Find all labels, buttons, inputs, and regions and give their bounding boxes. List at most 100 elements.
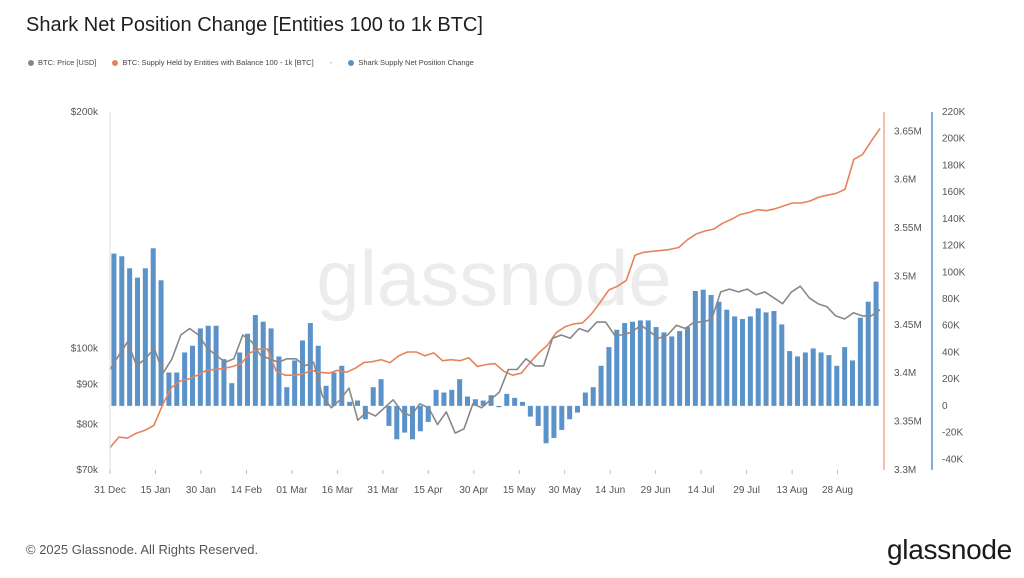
net-change-bar[interactable] — [119, 256, 125, 406]
net-change-bar[interactable] — [684, 327, 691, 406]
net-change-bar[interactable] — [480, 400, 486, 406]
net-change-bar[interactable] — [598, 365, 604, 406]
net-change-bar[interactable] — [787, 351, 793, 406]
net-change-bar[interactable] — [394, 405, 400, 440]
net-change-bar[interactable] — [433, 389, 439, 406]
net-change-bar[interactable] — [677, 331, 683, 406]
net-change-bar[interactable] — [323, 385, 329, 406]
net-change-bar[interactable] — [158, 280, 164, 406]
net-change-bar[interactable] — [347, 401, 353, 406]
net-change-bar[interactable] — [763, 312, 769, 406]
net-change-bar[interactable] — [386, 405, 392, 426]
supply-line[interactable] — [109, 127, 881, 449]
legend-item-net-change[interactable]: Shark Supply Net Position Change — [348, 58, 474, 67]
net-change-bar[interactable] — [213, 325, 219, 406]
net-change-bar[interactable] — [818, 352, 824, 406]
net-change-bar[interactable] — [134, 277, 141, 406]
net-change-bar[interactable] — [582, 392, 588, 406]
net-change-bar[interactable] — [810, 348, 816, 406]
net-change-bar[interactable] — [150, 248, 156, 406]
net-change-bar[interactable] — [425, 405, 431, 422]
net-change-bar[interactable] — [739, 319, 746, 406]
net-change-bar[interactable] — [669, 336, 675, 406]
net-change-bar[interactable] — [449, 389, 455, 406]
net-change-bar[interactable] — [747, 316, 753, 406]
net-change-bar[interactable] — [834, 365, 840, 406]
net-change-bar[interactable] — [519, 401, 526, 406]
net-change-bar[interactable] — [629, 321, 636, 406]
net-change-bar[interactable] — [543, 405, 549, 444]
net-change-bar[interactable] — [590, 387, 596, 406]
net-change-bar[interactable] — [842, 347, 848, 406]
price-line[interactable] — [109, 285, 881, 434]
net-change-bar[interactable] — [802, 352, 808, 406]
net-change-bar[interactable] — [284, 387, 290, 406]
net-change-bar[interactable] — [661, 332, 667, 406]
net-change-bar[interactable] — [645, 320, 651, 406]
net-change-bar[interactable] — [551, 405, 557, 438]
net-change-bar[interactable] — [512, 397, 518, 406]
net-change-bar[interactable] — [637, 320, 643, 406]
net-change-bar[interactable] — [441, 392, 447, 406]
net-change-bar[interactable] — [700, 289, 706, 406]
net-change-bar[interactable] — [331, 372, 337, 406]
legend-item-supply[interactable]: BTC: Supply Held by Entities with Balanc… — [112, 58, 314, 67]
net-change-bar[interactable] — [205, 325, 211, 406]
net-change-bar[interactable] — [857, 317, 863, 406]
net-change-bar[interactable] — [127, 268, 133, 406]
net-change-bar[interactable] — [229, 383, 235, 406]
net-change-bar[interactable] — [755, 308, 761, 406]
net-change-bar[interactable] — [221, 359, 227, 406]
net-change-bar[interactable] — [716, 301, 722, 406]
net-change-bar[interactable] — [873, 281, 879, 406]
net-change-bar[interactable] — [708, 295, 714, 406]
net-change-bar[interactable] — [409, 405, 416, 440]
net-change-bar[interactable] — [260, 321, 266, 406]
net-change-bar[interactable] — [606, 347, 612, 406]
net-change-bar[interactable] — [166, 372, 172, 406]
net-change-bar[interactable] — [197, 328, 203, 406]
net-change-bar[interactable] — [614, 329, 620, 406]
net-change-bar[interactable] — [794, 356, 801, 406]
net-change-bar[interactable] — [692, 291, 698, 406]
net-change-bar[interactable] — [457, 379, 463, 406]
net-change-bar[interactable] — [111, 253, 117, 406]
net-change-bar[interactable] — [472, 399, 478, 406]
net-change-bar[interactable] — [496, 405, 502, 408]
net-change-bar[interactable] — [826, 355, 832, 406]
net-change-bar[interactable] — [865, 301, 871, 406]
net-change-bar[interactable] — [849, 360, 856, 406]
net-change-bar[interactable] — [535, 405, 541, 426]
net-change-bar[interactable] — [559, 405, 565, 430]
net-change-bar[interactable] — [402, 405, 408, 433]
net-change-bar[interactable] — [174, 372, 180, 406]
net-change-bar[interactable] — [268, 328, 274, 406]
net-change-bar[interactable] — [527, 405, 533, 417]
net-change-bar[interactable] — [189, 345, 196, 406]
net-change-bar[interactable] — [315, 345, 321, 406]
net-change-bar[interactable] — [622, 323, 628, 406]
net-change-bar[interactable] — [339, 365, 345, 406]
net-change-bar[interactable] — [378, 379, 384, 406]
net-change-bar[interactable] — [653, 327, 659, 406]
net-change-bar[interactable] — [237, 352, 243, 406]
net-change-bar[interactable] — [299, 340, 306, 406]
net-change-bar[interactable] — [244, 333, 251, 406]
net-change-bar[interactable] — [354, 400, 361, 406]
legend-item-price[interactable]: BTC: Price [USD] — [28, 58, 96, 67]
net-change-bar[interactable] — [292, 360, 298, 406]
net-change-bar[interactable] — [252, 315, 258, 406]
net-change-bar[interactable] — [732, 316, 738, 406]
net-change-bar[interactable] — [567, 405, 573, 420]
net-change-bar[interactable] — [771, 311, 777, 406]
net-change-bar[interactable] — [370, 387, 376, 406]
net-change-bar[interactable] — [464, 396, 471, 406]
net-change-bar[interactable] — [276, 356, 282, 406]
net-change-bar[interactable] — [142, 268, 148, 406]
net-change-bar[interactable] — [724, 309, 730, 406]
net-change-bar[interactable] — [417, 405, 423, 432]
net-change-bar[interactable] — [504, 393, 510, 406]
net-change-bar[interactable] — [488, 395, 494, 406]
net-change-bar[interactable] — [779, 324, 785, 406]
net-change-bar[interactable] — [574, 405, 581, 413]
